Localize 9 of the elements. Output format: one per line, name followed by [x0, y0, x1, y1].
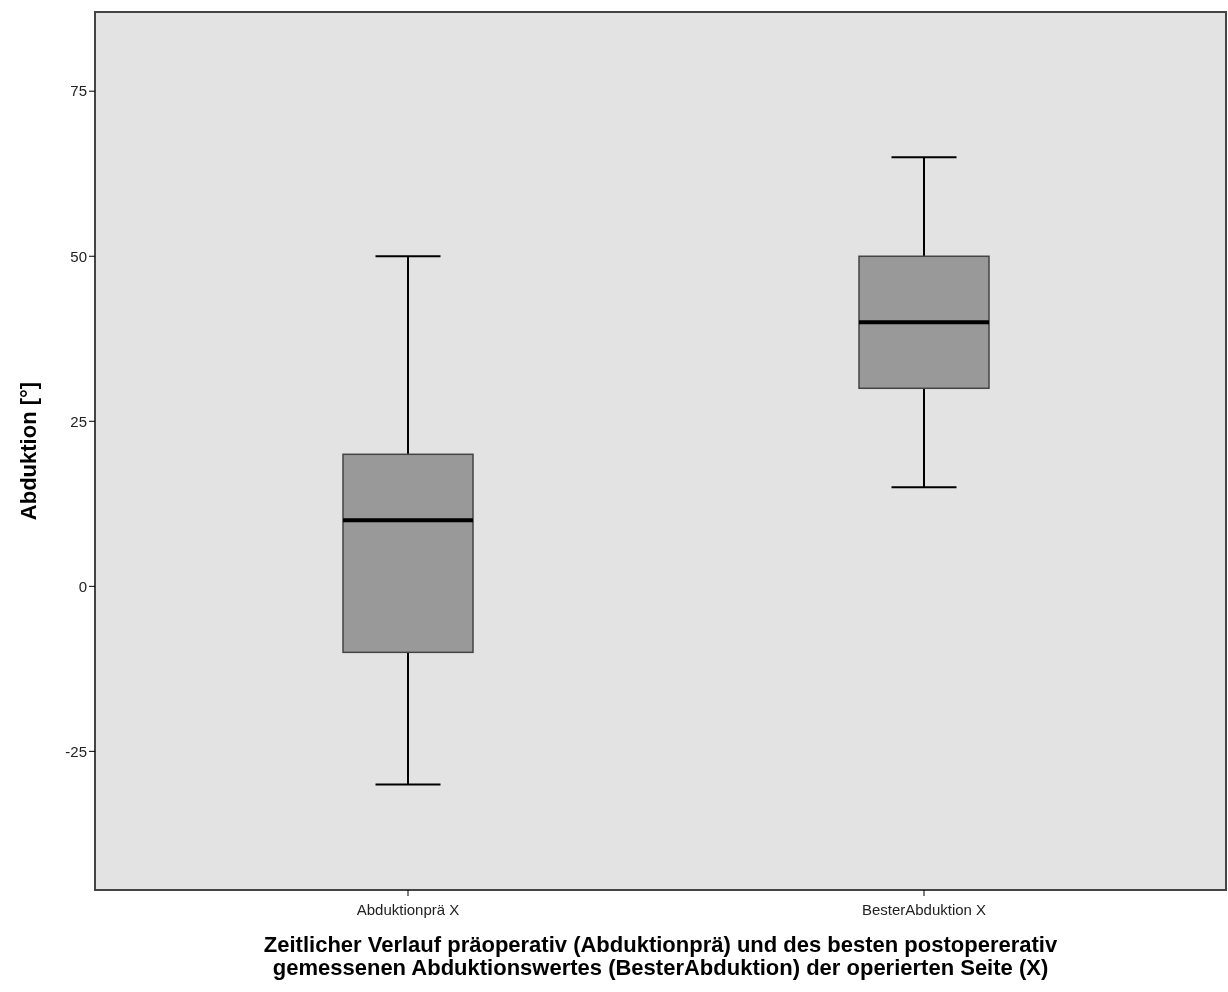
y-tick-label: 75	[70, 82, 87, 100]
y-tick-label: 0	[78, 577, 87, 595]
x-tick-label: BesterAbduktion X	[861, 901, 987, 918]
y-tick-label: -25	[65, 742, 87, 760]
y-tick-label: 25	[70, 412, 87, 430]
y-axis-title: Abduktion [°]	[16, 381, 41, 521]
y-tick-label: 50	[70, 247, 87, 265]
x-tick-label: Abduktionprä X	[356, 901, 460, 918]
x-axis-title: Zeitlicher Verlauf präoperativ (Abduktionprä) und des besten postopererativ gemessenen Abduktionswertes (BesterAbduktion) der operierten Seite (X)	[263, 932, 1058, 980]
